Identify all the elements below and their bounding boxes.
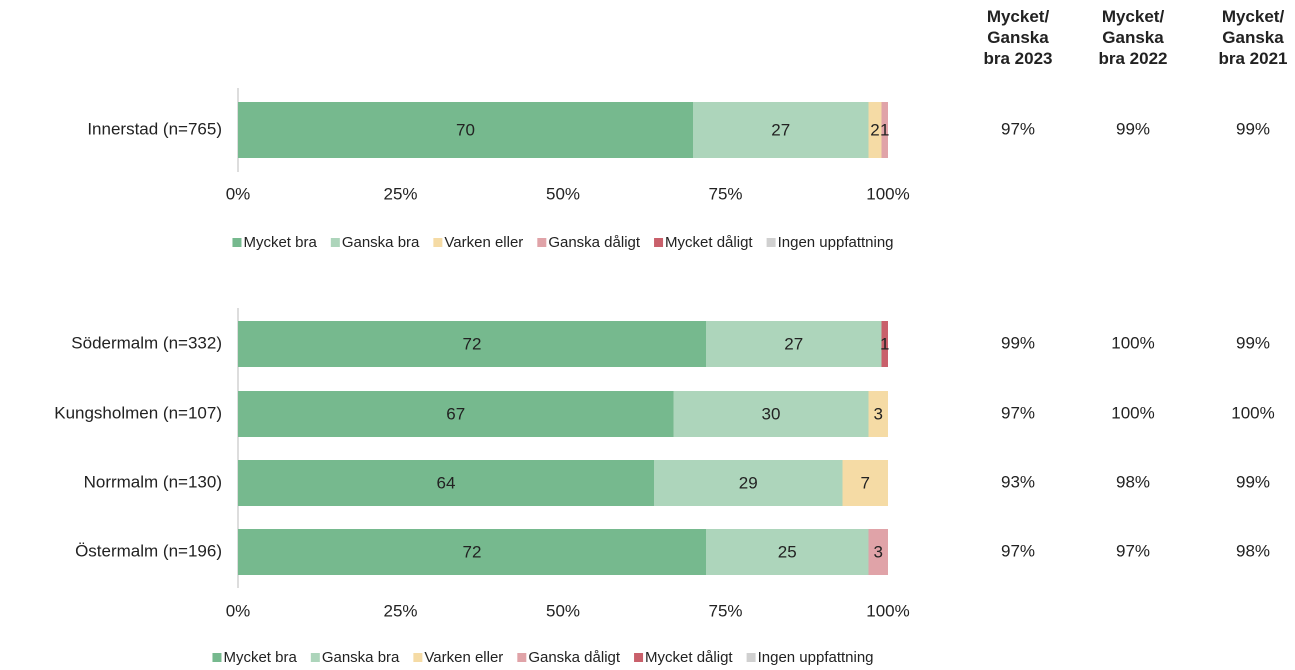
table-cell: 97% (1001, 119, 1035, 138)
x-tick-label: 0% (226, 184, 251, 203)
x-tick-label: 75% (708, 184, 742, 203)
table-cell: 99% (1236, 119, 1270, 138)
table-cell: 93% (1001, 472, 1035, 491)
bar-segment (868, 102, 882, 158)
table-cell: 100% (1111, 333, 1154, 352)
x-tick-label: 50% (546, 184, 580, 203)
data-label: 64 (437, 473, 456, 492)
table-cell: 99% (1116, 119, 1150, 138)
legend-marker (232, 238, 242, 247)
data-label: 7 (861, 473, 870, 492)
bar-segment (673, 391, 869, 437)
bar-segment (842, 460, 888, 506)
category-label: Innerstad (n=765) (87, 119, 222, 138)
table-cell: 98% (1116, 472, 1150, 491)
legend-marker (212, 653, 222, 662)
legend-label: Varken eller (444, 234, 523, 251)
bar-segment (238, 529, 706, 575)
table-cell: 98% (1236, 541, 1270, 560)
legend-label: Mycket dåligt (645, 649, 733, 666)
bar-segment (706, 321, 882, 367)
legend-marker (433, 238, 443, 247)
table-cell: 99% (1236, 472, 1270, 491)
legend-label: Ganska dåligt (548, 234, 641, 251)
legend-marker (310, 653, 320, 662)
x-tick-label: 25% (383, 601, 417, 620)
legend-label: Ingen uppfattning (758, 649, 874, 666)
bar-segment (238, 460, 654, 506)
data-label: 29 (739, 473, 758, 492)
data-label: 27 (771, 120, 790, 139)
legend-marker (766, 238, 776, 247)
legend-label: Ganska bra (322, 649, 400, 666)
table-cell: 97% (1001, 403, 1035, 422)
table-cell: 99% (1001, 333, 1035, 352)
category-label: Södermalm (n=332) (71, 333, 222, 352)
table-header: Mycket/Ganska bra 2021 (1219, 7, 1288, 68)
data-label: 2 (870, 120, 879, 139)
category-label: Östermalm (n=196) (75, 541, 222, 560)
bar-segment (868, 391, 888, 437)
table-header: Mycket/Ganska bra 2022 (1099, 7, 1168, 68)
bar-segment (693, 102, 869, 158)
bar-segment (868, 529, 888, 575)
data-label: 70 (456, 120, 475, 139)
data-label: 1 (880, 334, 889, 353)
legend-label: Mycket bra (223, 649, 297, 666)
x-tick-label: 100% (866, 601, 909, 620)
category-label: Kungsholmen (n=107) (54, 403, 222, 422)
legend: Mycket bra Ganska bra Varken eller Ganska d… (212, 649, 874, 666)
legend-label: Ingen uppfattning (778, 234, 894, 251)
bar-segment (238, 391, 674, 437)
x-tick-label: 75% (708, 601, 742, 620)
legend-label: Ganska dåligt (528, 649, 621, 666)
table-cell: 97% (1001, 541, 1035, 560)
x-tick-label: 25% (383, 184, 417, 203)
legend-marker (746, 653, 756, 662)
data-label: 27 (784, 334, 803, 353)
legend-marker (330, 238, 340, 247)
legend-marker (517, 653, 527, 662)
bar-segment (881, 321, 888, 367)
data-label: 1 (880, 120, 889, 139)
bar-segment (654, 460, 843, 506)
legend-marker (537, 238, 547, 247)
legend: Mycket bra Ganska bra Varken eller Ganska d… (232, 234, 894, 251)
table-cell: 100% (1111, 403, 1154, 422)
data-label: 67 (446, 404, 465, 423)
table-cell: 100% (1231, 403, 1274, 422)
table-header: Mycket/Ganska bra 2023 (984, 7, 1053, 68)
x-tick-label: 0% (226, 601, 251, 620)
data-label: 72 (463, 542, 482, 561)
legend-label: Mycket bra (243, 234, 317, 251)
data-label: 25 (778, 542, 797, 561)
table-cell: 99% (1236, 333, 1270, 352)
legend-marker (413, 653, 423, 662)
x-tick-label: 50% (546, 601, 580, 620)
bar-segment (238, 102, 693, 158)
bar-segment (881, 102, 888, 158)
data-label: 72 (463, 334, 482, 353)
legend-marker (634, 653, 644, 662)
legend-label: Varken eller (424, 649, 503, 666)
legend-label: Ganska bra (342, 234, 420, 251)
table-cell: 97% (1116, 541, 1150, 560)
category-label: Norrmalm (n=130) (84, 472, 222, 491)
x-tick-label: 100% (866, 184, 909, 203)
data-label: 30 (762, 404, 781, 423)
data-label: 3 (874, 542, 883, 561)
bar-segment (238, 321, 706, 367)
bar-segment (706, 529, 869, 575)
legend-label: Mycket dåligt (665, 234, 753, 251)
legend-marker (654, 238, 664, 247)
data-label: 3 (874, 404, 883, 423)
